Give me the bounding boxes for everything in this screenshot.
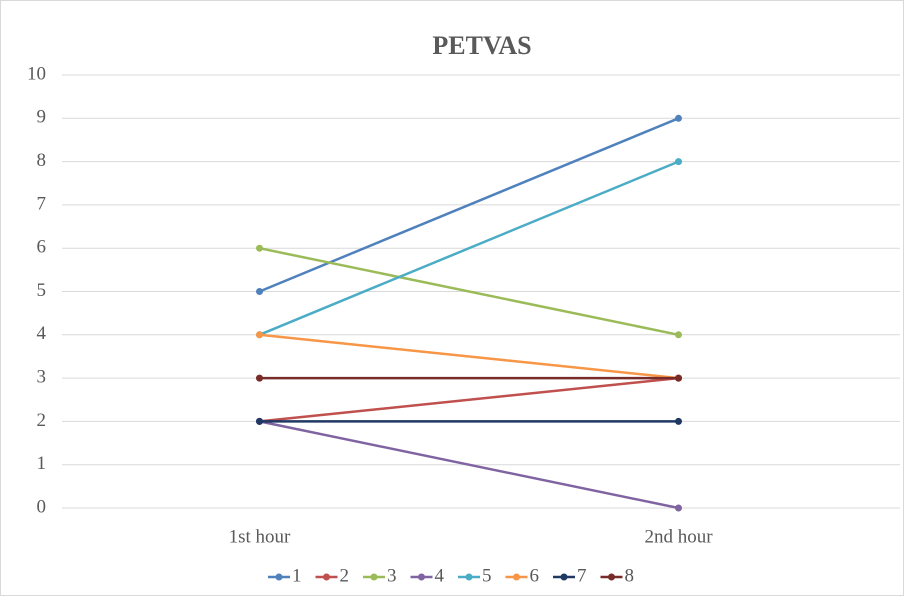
legend-label: 5 xyxy=(482,565,492,586)
legend-label: 8 xyxy=(625,565,635,586)
legend-marker xyxy=(608,573,615,581)
legend-label: 7 xyxy=(577,565,587,586)
series-line xyxy=(259,376,679,423)
data-point xyxy=(256,374,263,382)
x-tick-label: 1st hour xyxy=(229,526,291,547)
y-tick-label: 6 xyxy=(37,237,47,258)
legend-label: 1 xyxy=(292,565,302,586)
legend-marker xyxy=(418,573,425,581)
data-point xyxy=(675,158,682,166)
legend-marker xyxy=(513,573,520,581)
data-point xyxy=(675,374,682,382)
data-point xyxy=(675,331,682,339)
y-tick-label: 8 xyxy=(37,150,47,171)
y-tick-label: 5 xyxy=(37,280,47,301)
legend-label: 6 xyxy=(530,565,540,586)
series-line xyxy=(259,160,679,336)
y-tick-label: 10 xyxy=(27,63,46,84)
data-point xyxy=(256,331,263,339)
y-tick-label: 3 xyxy=(37,366,47,387)
series-line xyxy=(259,333,679,380)
legend-marker xyxy=(465,573,473,581)
legend-marker xyxy=(560,573,568,581)
legend-label: 2 xyxy=(340,565,350,586)
data-point xyxy=(256,417,263,425)
legend-marker xyxy=(275,573,283,581)
legend-marker xyxy=(370,573,378,581)
chart-title: PETVAS xyxy=(432,31,531,60)
data-point xyxy=(256,288,263,295)
legend-marker xyxy=(323,573,330,581)
legend-label: 4 xyxy=(435,565,445,586)
series-line xyxy=(259,420,679,510)
data-point xyxy=(675,114,682,122)
y-tick-label: 2 xyxy=(37,410,47,431)
legend-label: 3 xyxy=(387,565,397,586)
data-point xyxy=(256,244,263,252)
y-tick-label: 1 xyxy=(37,453,47,474)
y-tick-label: 9 xyxy=(37,107,47,128)
data-point xyxy=(675,504,682,512)
y-tick-label: 0 xyxy=(37,496,47,517)
x-tick-label: 2nd hour xyxy=(644,526,713,547)
series-line xyxy=(259,246,679,337)
data-point xyxy=(675,417,682,425)
y-tick-label: 4 xyxy=(37,323,47,344)
y-tick-label: 7 xyxy=(37,193,47,214)
